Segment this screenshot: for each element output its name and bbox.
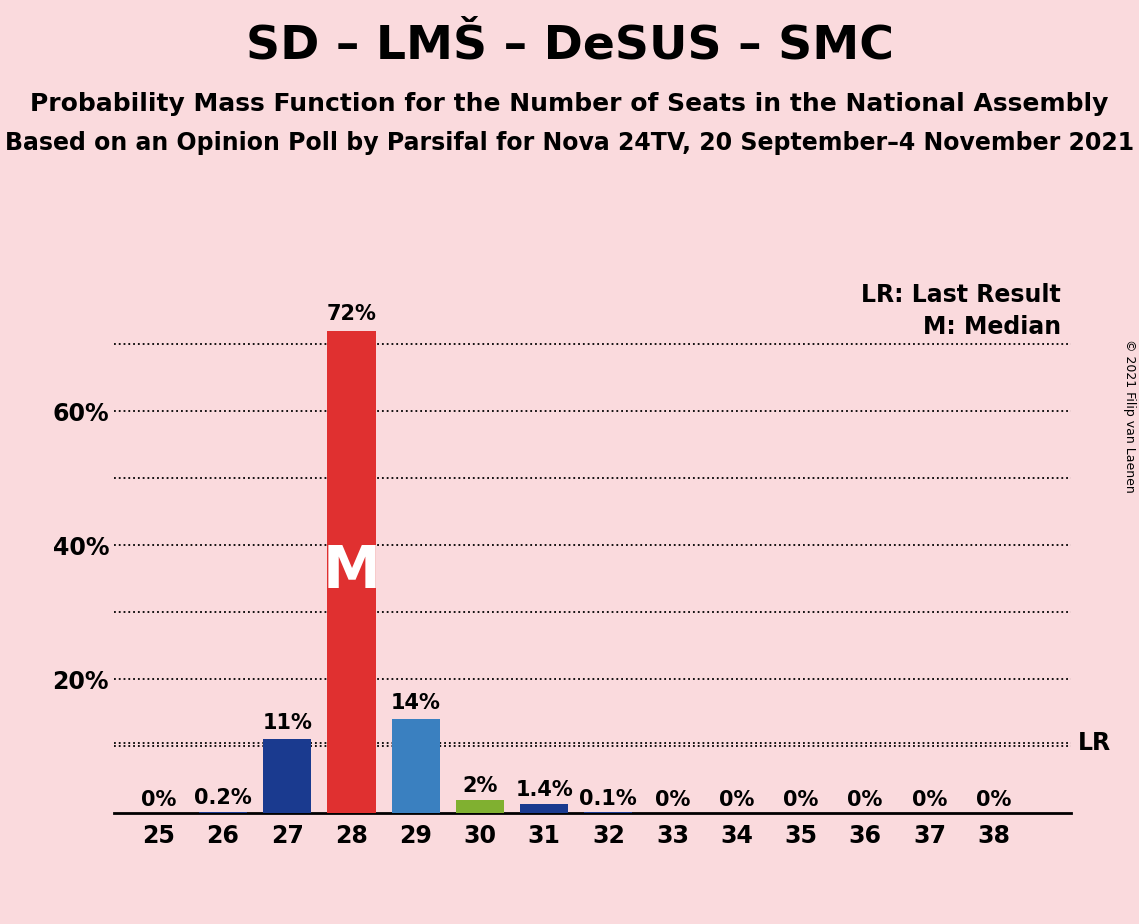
Text: 0%: 0%	[719, 790, 754, 809]
Text: 2%: 2%	[462, 776, 498, 796]
Bar	[392, 719, 440, 813]
Bar	[456, 800, 503, 813]
Text: Probability Mass Function for the Number of Seats in the National Assembly: Probability Mass Function for the Number…	[31, 92, 1108, 116]
Bar	[263, 739, 311, 813]
Text: LR: LR	[1077, 731, 1111, 755]
Text: M: M	[322, 543, 380, 601]
Text: Based on an Opinion Poll by Parsifal for Nova 24TV, 20 September–4 November 2021: Based on an Opinion Poll by Parsifal for…	[5, 131, 1134, 155]
Text: 0%: 0%	[655, 790, 690, 809]
Bar	[199, 812, 247, 813]
Text: 14%: 14%	[391, 693, 441, 712]
Bar	[521, 804, 568, 813]
Text: 11%: 11%	[262, 712, 312, 733]
Text: SD – LMŠ – DeSUS – SMC: SD – LMŠ – DeSUS – SMC	[246, 23, 893, 68]
Text: © 2021 Filip van Laenen: © 2021 Filip van Laenen	[1123, 339, 1137, 492]
Text: 0%: 0%	[141, 790, 177, 809]
Text: 0%: 0%	[911, 790, 948, 809]
Text: 0%: 0%	[784, 790, 819, 809]
Text: 72%: 72%	[327, 304, 376, 324]
Text: 0%: 0%	[847, 790, 883, 809]
Text: 0.2%: 0.2%	[194, 788, 252, 808]
Text: M: Median: M: Median	[923, 315, 1062, 339]
Text: 1.4%: 1.4%	[515, 781, 573, 800]
Text: 0%: 0%	[976, 790, 1011, 809]
Text: 0.1%: 0.1%	[580, 789, 637, 809]
Bar	[327, 331, 376, 813]
Text: LR: Last Result: LR: Last Result	[861, 283, 1062, 307]
